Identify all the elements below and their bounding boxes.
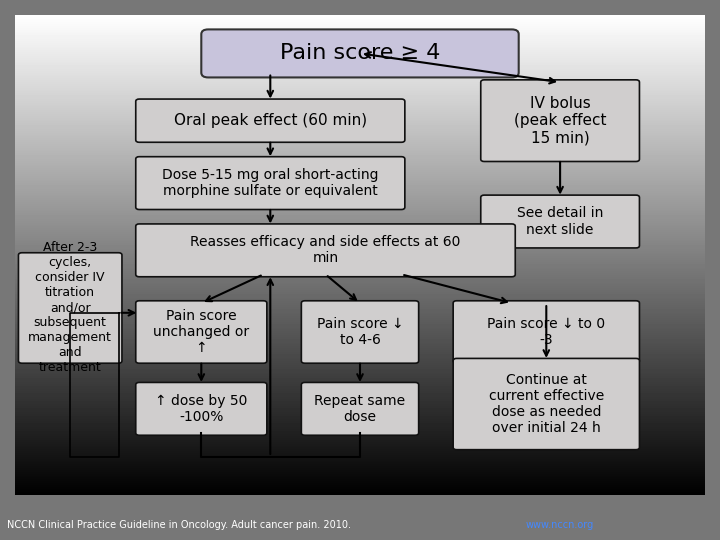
Text: Pain score
unchanged or
↑: Pain score unchanged or ↑ [153, 309, 249, 355]
FancyBboxPatch shape [136, 224, 516, 277]
Text: Reasses efficacy and side effects at 60
min: Reasses efficacy and side effects at 60 … [190, 235, 461, 266]
Text: Pain score ↓ to 0
-3: Pain score ↓ to 0 -3 [487, 317, 606, 347]
Text: Oral peak effect (60 min): Oral peak effect (60 min) [174, 113, 367, 128]
FancyBboxPatch shape [302, 301, 418, 363]
Text: IV bolus
(peak effect
15 min): IV bolus (peak effect 15 min) [514, 96, 606, 146]
Text: NCCN Clinical Practice Guideline in Oncology. Adult cancer pain. 2010.: NCCN Clinical Practice Guideline in Onco… [7, 520, 354, 530]
FancyBboxPatch shape [481, 80, 639, 161]
Text: www.nccn.org: www.nccn.org [526, 520, 594, 530]
FancyBboxPatch shape [302, 382, 418, 435]
FancyBboxPatch shape [202, 29, 518, 77]
FancyBboxPatch shape [453, 359, 639, 450]
FancyBboxPatch shape [136, 301, 267, 363]
Text: Pain score ≥ 4: Pain score ≥ 4 [280, 43, 440, 63]
Text: Dose 5-15 mg oral short-acting
morphine sulfate or equivalent: Dose 5-15 mg oral short-acting morphine … [162, 168, 379, 198]
Text: Repeat same
dose: Repeat same dose [315, 394, 405, 424]
FancyBboxPatch shape [481, 195, 639, 248]
FancyBboxPatch shape [136, 157, 405, 210]
Text: Continue at
current effective
dose as needed
over initial 24 h: Continue at current effective dose as ne… [489, 373, 604, 435]
Text: After 2-3
cycles,
consider IV
titration
and/or
subsequent
management
and
treatme: After 2-3 cycles, consider IV titration … [28, 241, 112, 374]
FancyBboxPatch shape [19, 253, 122, 363]
Text: ↑ dose by 50
-100%: ↑ dose by 50 -100% [155, 394, 248, 424]
Text: Pain score ↓
to 4-6: Pain score ↓ to 4-6 [317, 317, 403, 347]
FancyBboxPatch shape [136, 382, 267, 435]
Text: See detail in
next slide: See detail in next slide [517, 206, 603, 237]
FancyBboxPatch shape [453, 301, 639, 363]
FancyBboxPatch shape [136, 99, 405, 142]
